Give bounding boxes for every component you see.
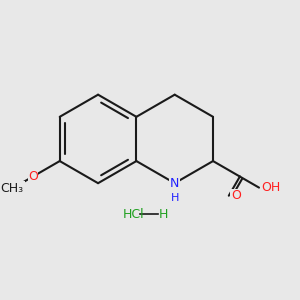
Text: O: O xyxy=(231,189,241,202)
Text: CH₃: CH₃ xyxy=(0,182,23,195)
Text: OH: OH xyxy=(261,181,280,194)
Text: H: H xyxy=(170,193,179,203)
Text: O: O xyxy=(28,170,38,183)
Text: H: H xyxy=(159,208,168,221)
Text: HCl: HCl xyxy=(123,208,144,221)
Text: N: N xyxy=(170,177,179,190)
